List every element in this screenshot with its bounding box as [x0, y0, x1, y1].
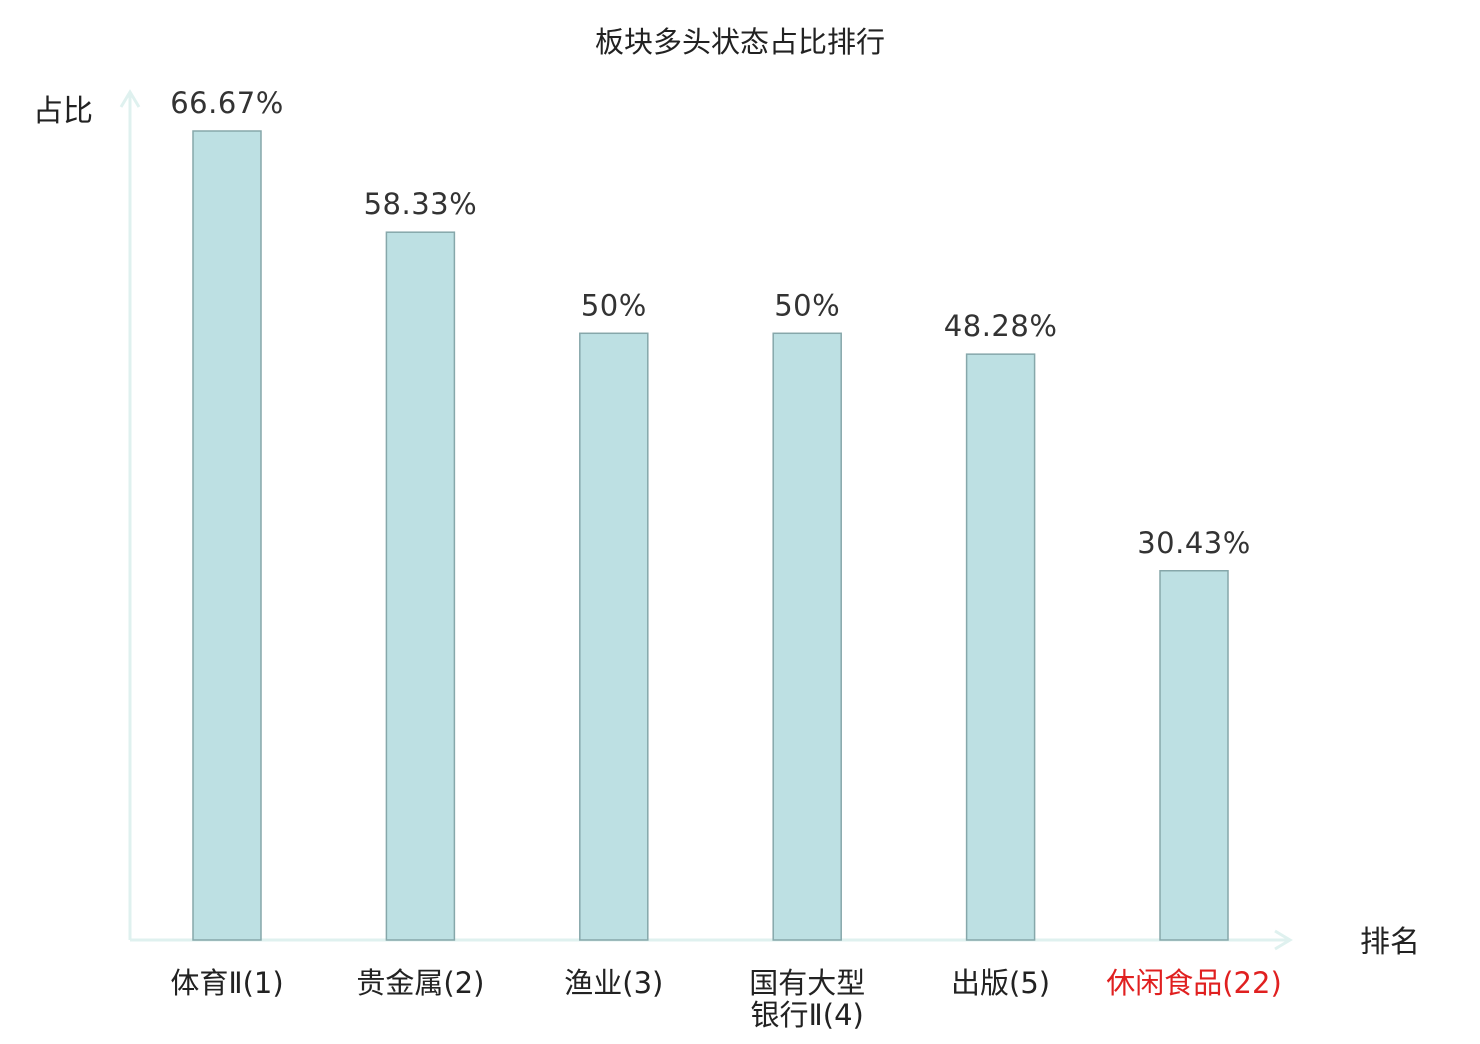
- value-label: 48.28%: [944, 309, 1058, 343]
- bar: [192, 130, 262, 941]
- category-label: 体育Ⅱ(1): [170, 966, 283, 1000]
- value-label: 30.43%: [1137, 526, 1251, 560]
- y-axis-label: 占比: [33, 94, 93, 129]
- bar-group: [192, 130, 1229, 941]
- bar: [1159, 570, 1229, 941]
- value-label: 50%: [581, 288, 647, 322]
- category-label: 休闲食品(22): [1106, 966, 1282, 1000]
- category-label: 渔业(3): [564, 966, 663, 1000]
- x-axis-label: 排名: [1360, 925, 1420, 960]
- category-label: 银行Ⅱ(4): [751, 998, 864, 1032]
- category-label: 出版(5): [951, 966, 1050, 1000]
- bar: [385, 231, 456, 941]
- y-axis-arrow: [119, 89, 141, 108]
- category-label: 贵金属(2): [356, 966, 484, 1000]
- bar: [965, 353, 1036, 941]
- axes: [119, 89, 1293, 951]
- value-label-group: 66.67% 58.33% 50% 50% 48.28% 30.43%: [170, 86, 1251, 560]
- value-label: 50%: [774, 288, 840, 322]
- bar: [579, 332, 649, 941]
- value-label: 66.67%: [170, 86, 284, 120]
- category-label: 国有大型: [749, 966, 865, 1000]
- chart-title: 板块多头状态占比排行: [595, 25, 885, 59]
- value-label: 58.33%: [364, 187, 478, 221]
- bar: [772, 332, 842, 941]
- x-axis-arrow: [1274, 929, 1293, 951]
